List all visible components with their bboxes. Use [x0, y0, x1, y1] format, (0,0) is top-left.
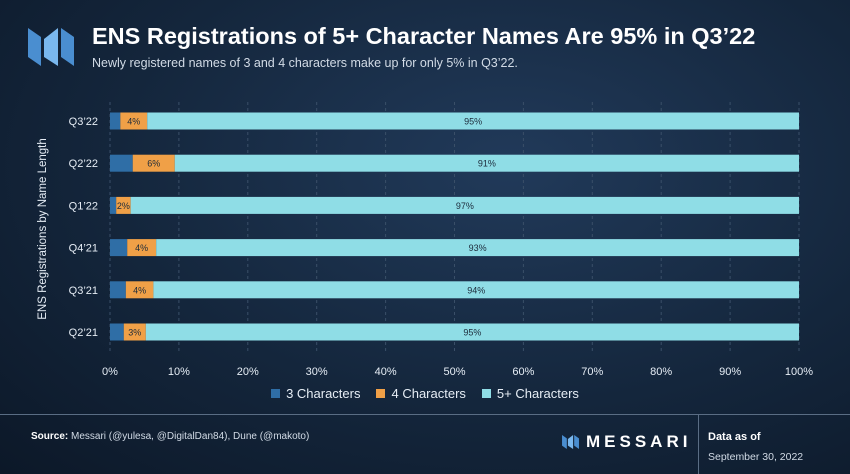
- data-label: 4%: [127, 117, 140, 127]
- data-label: 2%: [117, 201, 130, 211]
- footer-divider-line: [0, 414, 850, 415]
- bar-segment: [125, 281, 154, 299]
- page-subtitle: Newly registered names of 3 and 4 charac…: [92, 56, 518, 70]
- data-as-of-date: September 30, 2022: [708, 451, 804, 463]
- data-label: 94%: [467, 285, 485, 295]
- bar-segment: [132, 154, 175, 172]
- y-tick-label: Q4’21: [69, 243, 98, 255]
- x-tick-label: 100%: [785, 366, 813, 378]
- data-label: 4%: [133, 285, 146, 295]
- y-tick-label: Q3’21: [69, 285, 98, 297]
- data-label: 91%: [478, 159, 496, 169]
- x-tick-label: 50%: [443, 366, 465, 378]
- messari-logo-icon: [28, 28, 74, 66]
- bar-segment: [130, 196, 800, 214]
- bar-segment: [153, 281, 800, 299]
- bar-segment: [110, 281, 126, 299]
- bar-segment: [110, 154, 133, 172]
- y-tick-label: Q1’22: [69, 200, 98, 212]
- legend-swatch-4-characters: [376, 389, 386, 398]
- bar-segment: [156, 239, 800, 257]
- x-tick-label: 10%: [168, 366, 190, 378]
- x-tick-label: 70%: [581, 366, 603, 378]
- data-label: 95%: [464, 117, 482, 127]
- bar-segment: [120, 112, 148, 130]
- x-tick-label: 60%: [512, 366, 534, 378]
- x-tick-label: 80%: [650, 366, 672, 378]
- data-as-of-label: Data as of: [708, 431, 761, 443]
- bar-segment: [123, 323, 146, 341]
- y-axis-title: ENS Registrations by Name Length: [37, 138, 49, 320]
- x-tick-label: 90%: [719, 366, 741, 378]
- legend-item-4-characters: 4 Characters: [376, 386, 466, 401]
- bar-segment: [110, 196, 117, 214]
- footer-vertical-divider: [698, 414, 699, 474]
- chart-legend: 3 Characters 4 Characters 5+ Characters: [0, 386, 850, 401]
- y-tick-label: Q2’21: [69, 327, 98, 339]
- legend-label: 3 Characters: [286, 386, 361, 401]
- bar-segment: [145, 323, 799, 341]
- bar-segment: [110, 112, 121, 130]
- bar-segment: [110, 239, 128, 257]
- messari-small-logo-icon: [562, 435, 579, 449]
- x-tick-label: 30%: [306, 366, 328, 378]
- data-label: 4%: [135, 243, 148, 253]
- bar-segment: [127, 239, 157, 257]
- data-label: 3%: [128, 328, 141, 338]
- legend-label: 5+ Characters: [496, 386, 579, 401]
- data-label: 6%: [147, 159, 160, 169]
- data-label: 97%: [456, 201, 474, 211]
- data-label: 93%: [469, 243, 487, 253]
- source-text: Messari (@yulesa, @DigitalDan84), Dune (…: [68, 431, 310, 442]
- y-tick-label: Q3’22: [69, 116, 98, 128]
- bar-segment: [174, 154, 800, 172]
- data-label: 95%: [463, 328, 481, 338]
- legend-item-3-characters: 3 Characters: [271, 386, 360, 401]
- legend-swatch-3-characters: [271, 389, 281, 398]
- legend-swatch-5-plus-characters: [481, 389, 491, 398]
- footer-brand: MESSARI: [562, 432, 691, 452]
- x-tick-label: 0%: [102, 366, 118, 378]
- legend-label: 4 Characters: [391, 386, 466, 401]
- x-tick-label: 40%: [375, 366, 397, 378]
- x-tick-label: 20%: [237, 366, 259, 378]
- bar-segment: [147, 112, 799, 130]
- brand-name: MESSARI: [586, 432, 692, 451]
- source-label: Source:: [31, 431, 69, 442]
- bar-segment: [116, 196, 131, 214]
- page-title: ENS Registrations of 5+ Character Names …: [92, 23, 756, 49]
- y-tick-label: Q2’22: [69, 158, 98, 170]
- legend-item-5-plus-characters: 5+ Characters: [481, 386, 579, 401]
- source-note: Source: Messari (@yulesa, @DigitalDan84)…: [31, 431, 309, 442]
- bar-segment: [110, 323, 124, 341]
